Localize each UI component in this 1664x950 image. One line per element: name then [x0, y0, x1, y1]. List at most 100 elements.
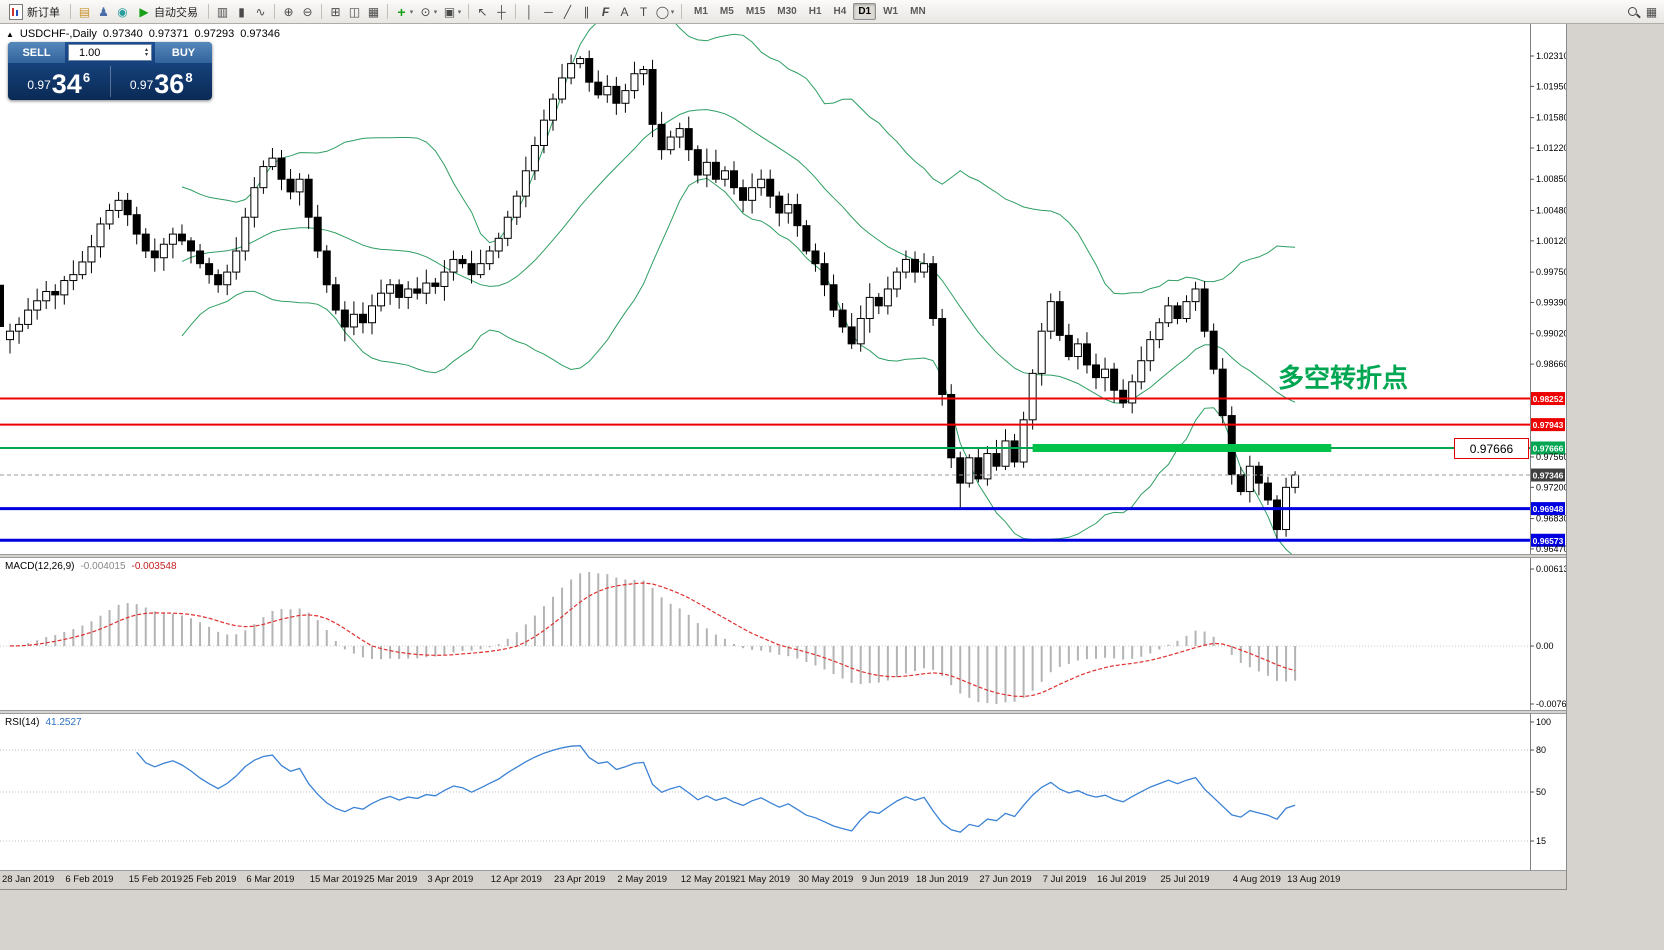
symbol-header: ▲ USDCHF-,Daily 0.97340 0.97371 0.97293 …: [6, 28, 280, 40]
timeframe-h4[interactable]: H4: [833, 6, 847, 17]
profile-icon[interactable]: ♟: [98, 4, 109, 19]
buy-price-big: 36: [154, 69, 185, 99]
rsi-name: RSI(14): [5, 717, 40, 728]
tile-windows-icon[interactable]: ⊞: [330, 4, 341, 19]
indicator-dropdown-icon[interactable]: ▾: [409, 8, 414, 16]
shapes-dropdown-icon[interactable]: ▾: [670, 8, 675, 16]
buy-price-pipette: 8: [185, 70, 193, 85]
shapes-tool-icon[interactable]: ◯: [655, 4, 670, 19]
rsi-label: RSI(14) 41.2527: [5, 717, 82, 728]
buy-price-prefix: 0.97: [129, 78, 154, 92]
channel-tool-icon[interactable]: ∥: [583, 4, 590, 19]
macd-pane[interactable]: 0.00613 0.00 -0.00761 MACD(12,26,9) -0.004…: [0, 558, 1566, 710]
label-tool-icon[interactable]: T: [639, 4, 648, 19]
new-order-button[interactable]: 新订单: [3, 2, 66, 22]
svg-text:1.00480: 1.00480: [1536, 205, 1566, 215]
timeframe-h1[interactable]: H1: [808, 6, 822, 17]
time-axis-label: 12 May 2019: [680, 874, 736, 885]
cursor-icon[interactable]: ↖: [477, 4, 488, 19]
time-axis-label: 16 Jul 2019: [1097, 874, 1147, 885]
template-dropdown-icon[interactable]: ▾: [457, 8, 462, 16]
magnifier-icon: [1626, 5, 1640, 19]
svg-text:1.00120: 1.00120: [1536, 236, 1566, 246]
svg-text:0.96948: 0.96948: [1533, 504, 1564, 514]
macd-label: MACD(12,26,9) -0.004015 -0.003548: [5, 561, 177, 572]
cascade-windows-icon[interactable]: ◫: [348, 4, 361, 19]
volume-spinner[interactable]: ▴ ▾: [144, 46, 148, 58]
chart-annotation: 多空转折点: [1278, 363, 1409, 393]
main-chart-pane[interactable]: 0.98252 0.97943 0.97666 0.96948 0.96573 0.973…: [0, 24, 1566, 554]
sell-price[interactable]: 0.97 34 6: [8, 63, 110, 100]
new-order-icon: [9, 3, 23, 20]
price-level-label: 0.97666: [1454, 438, 1529, 459]
macd-chart[interactable]: 0.00613 0.00 -0.00761: [0, 558, 1566, 710]
svg-text:0.00: 0.00: [1536, 641, 1554, 651]
svg-text:100: 100: [1536, 717, 1551, 727]
price-chart[interactable]: 0.982520.979430.976660.969480.965730.973…: [0, 24, 1566, 554]
sell-price-big: 34: [51, 69, 82, 99]
time-axis-label: 30 May 2019: [798, 874, 854, 885]
symbol-marker-icon: ▲: [6, 30, 14, 39]
svg-text:0.98660: 0.98660: [1536, 359, 1566, 369]
timeframe-d1[interactable]: D1: [853, 3, 877, 20]
text-tool-icon[interactable]: A: [620, 4, 629, 19]
svg-text:1.00850: 1.00850: [1536, 174, 1566, 184]
svg-text:0.96573: 0.96573: [1533, 536, 1564, 546]
svg-text:0.99020: 0.99020: [1536, 329, 1566, 339]
time-axis-label: 12 Apr 2019: [490, 874, 542, 885]
fibonacci-tool-icon[interactable]: F: [601, 4, 610, 19]
community-icon[interactable]: ◉: [117, 4, 128, 19]
crosshair-icon[interactable]: ┼: [497, 4, 506, 19]
time-axis-label: 3 Apr 2019: [427, 874, 474, 885]
svg-text:0.98252: 0.98252: [1533, 394, 1564, 404]
pane-separator[interactable]: [0, 554, 1566, 558]
time-axis-label: 25 Feb 2019: [183, 874, 237, 885]
periods-dropdown-icon[interactable]: ▾: [433, 8, 438, 16]
trendline-tool-icon[interactable]: ╱: [563, 4, 572, 19]
timeframe-mn[interactable]: MN: [910, 6, 926, 17]
time-axis[interactable]: 28 Jan 2019 6 Feb 2019 15 Feb 2019 25 Feb 2…: [0, 870, 1566, 889]
timeframe-w1[interactable]: W1: [883, 6, 899, 17]
time-axis-label: 4 Aug 2019: [1232, 874, 1281, 885]
macd-main-value: -0.004015: [80, 561, 126, 572]
template-icon[interactable]: ▣: [443, 4, 456, 19]
one-click-trade-panel: SELL 1.00 ▴ ▾ BUY 0.97 34 6 0.97 36 8: [8, 42, 212, 100]
market-watch-icon[interactable]: ▤: [78, 4, 91, 19]
rsi-pane[interactable]: 100 80 50 15 RSI(14) 41.2527: [0, 714, 1566, 870]
svg-text:0.97200: 0.97200: [1536, 482, 1566, 492]
time-axis-label: 21 May 2019: [735, 874, 790, 885]
ohlc-close: 0.97346: [240, 28, 280, 40]
ohlc-high: 0.97371: [148, 28, 189, 40]
rsi-chart[interactable]: 100 80 50 15: [0, 714, 1566, 870]
timeframe-m5[interactable]: M5: [719, 6, 734, 17]
arrange-windows-icon[interactable]: ▦: [367, 4, 380, 19]
timeframe-buttons: M1 M5 M15 M30 H1 H4 D1 W1 MN: [688, 3, 932, 20]
chart-properties-icon[interactable]: ▦: [1645, 4, 1658, 19]
sell-button[interactable]: SELL: [8, 42, 65, 63]
line-chart-icon[interactable]: ∿: [255, 4, 266, 19]
bar-chart-icon[interactable]: ▥: [216, 4, 229, 19]
zoom-out-icon[interactable]: ⊖: [302, 4, 313, 19]
svg-text:15: 15: [1536, 836, 1546, 846]
toolbar-separator: [468, 4, 469, 19]
timeframe-m1[interactable]: M1: [694, 6, 708, 17]
buy-price[interactable]: 0.97 36 8: [111, 63, 213, 100]
sell-price-pipette: 6: [82, 70, 91, 85]
time-axis-label: 6 Feb 2019: [65, 874, 114, 885]
horizontal-line-tool-icon[interactable]: ─: [544, 4, 553, 19]
candlestick-chart-icon[interactable]: ▮: [238, 4, 245, 19]
svg-text:1.01220: 1.01220: [1536, 143, 1566, 153]
buy-button[interactable]: BUY: [155, 42, 212, 63]
zoom-in-icon[interactable]: ⊕: [283, 4, 294, 19]
volume-input[interactable]: 1.00 ▴ ▾: [68, 44, 152, 61]
svg-text:0.00613: 0.00613: [1536, 564, 1566, 574]
timeframe-m30[interactable]: M30: [777, 6, 797, 17]
vertical-line-tool-icon[interactable]: │: [525, 4, 534, 19]
timeframe-m15[interactable]: M15: [745, 6, 766, 17]
toolbar: 新订单 ▤ ♟ ◉ ▶ 自动交易 ▥ ▮ ∿ ⊕ ⊖ ⊞ ◫ ▦ + ▾ ⊙ ▾ ▣…: [0, 0, 1664, 24]
auto-trading-button[interactable]: ▶ 自动交易: [132, 2, 204, 22]
add-indicator-icon[interactable]: +: [397, 3, 406, 20]
search-icon[interactable]: [1623, 3, 1642, 21]
pane-separator[interactable]: [0, 710, 1566, 714]
periods-icon[interactable]: ⊙: [420, 4, 431, 19]
